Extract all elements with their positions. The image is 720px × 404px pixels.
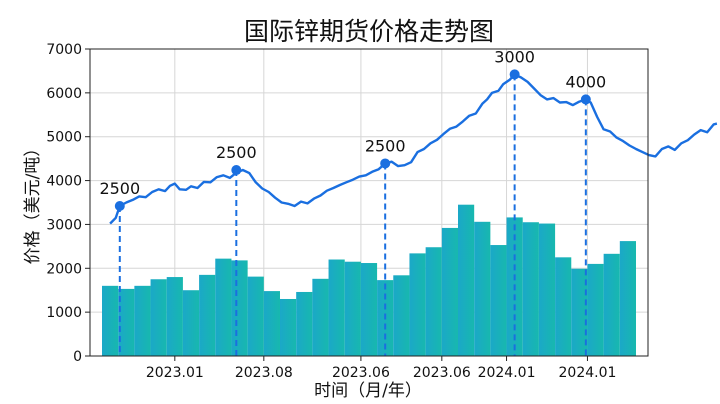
bar xyxy=(280,298,297,356)
y-tick-label: 0 xyxy=(73,349,82,365)
bar xyxy=(312,278,329,356)
bar xyxy=(458,204,475,356)
bar xyxy=(522,222,539,356)
x-axis-ticks: 2023.01 2023.08 2023.06 2023.06 2024.01 2024.… xyxy=(146,356,617,381)
bar xyxy=(263,291,280,356)
x-tick-label: 2023.01 xyxy=(146,365,204,381)
bar xyxy=(619,241,636,356)
annotation-label: 4000 xyxy=(565,72,606,91)
bar xyxy=(134,285,151,356)
x-tick-label: 2023.06 xyxy=(332,365,390,381)
annotation-label: 2500 xyxy=(99,179,140,198)
annotation-label: 3000 xyxy=(494,47,535,66)
bar xyxy=(328,259,345,356)
x-tick-label: 2023.08 xyxy=(235,365,293,381)
bar xyxy=(490,245,507,356)
bar xyxy=(215,258,232,356)
bar xyxy=(150,279,167,356)
annotation-marker xyxy=(580,94,591,105)
bar xyxy=(555,257,572,356)
annotation-marker xyxy=(509,69,520,80)
bar xyxy=(344,261,361,356)
bar xyxy=(571,268,588,356)
y-axis-ticks: 0 1000 2000 3000 4000 5000 6000 7000 xyxy=(46,42,90,365)
x-tick-label: 2024.01 xyxy=(559,365,617,381)
bar xyxy=(441,227,458,356)
bar xyxy=(199,274,216,356)
price-line xyxy=(109,73,718,225)
bar xyxy=(247,276,264,356)
bar xyxy=(118,288,135,356)
bar xyxy=(231,260,248,356)
x-tick-label: 2024.01 xyxy=(478,365,536,381)
annotation-marker xyxy=(380,158,391,169)
y-tick-label: 1000 xyxy=(46,305,82,321)
bar xyxy=(409,253,426,356)
y-tick-label: 2000 xyxy=(46,261,82,277)
y-axis-label: 价格（美元/吨） xyxy=(23,140,43,265)
bar xyxy=(587,263,604,356)
annotation-label: 2500 xyxy=(216,143,257,162)
bar xyxy=(182,290,200,356)
bar xyxy=(538,223,556,356)
bar xyxy=(425,247,442,356)
y-tick-label: 4000 xyxy=(46,174,82,190)
chart-title: 国际锌期货价格走势图 xyxy=(244,17,494,46)
x-tick-label: 2023.06 xyxy=(413,365,471,381)
x-axis-label: 时间（月/年） xyxy=(314,381,422,401)
annotation-drop-lines xyxy=(118,74,587,356)
bar-series xyxy=(102,204,636,356)
y-tick-label: 6000 xyxy=(46,86,82,102)
bar xyxy=(393,275,410,356)
annotation-marker xyxy=(114,201,125,212)
y-tick-label: 7000 xyxy=(46,42,82,58)
plot-frame xyxy=(89,48,649,357)
bar xyxy=(166,277,183,356)
bar xyxy=(102,285,119,356)
y-tick-label: 3000 xyxy=(46,217,82,233)
y-tick-label: 5000 xyxy=(46,130,82,146)
annotation-marker xyxy=(231,165,242,176)
bar xyxy=(474,221,491,356)
bar xyxy=(360,263,378,356)
bar xyxy=(603,253,620,356)
bar xyxy=(296,291,313,356)
annotation-markers: 2500 2500 2500 3000 4000 xyxy=(99,47,606,212)
annotation-label: 2500 xyxy=(365,136,406,155)
price-line-series xyxy=(109,73,718,225)
